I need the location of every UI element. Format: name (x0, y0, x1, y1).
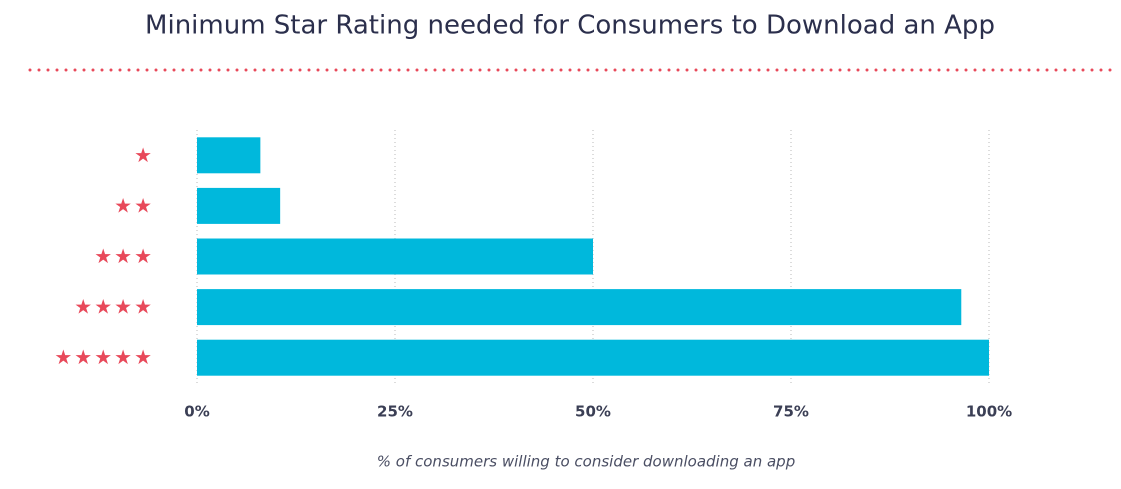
x-tick-label: 0% (184, 403, 209, 421)
x-tick-label: 25% (377, 403, 413, 421)
category-label: ★ (134, 143, 154, 167)
bar (197, 238, 593, 275)
bar (197, 339, 989, 376)
x-tick-label: 100% (966, 403, 1012, 421)
category-label: ★★★ (94, 244, 154, 268)
x-tick-label: 50% (575, 403, 611, 421)
x-axis-label: % of consumers willing to consider downl… (377, 453, 795, 471)
bar (197, 137, 261, 174)
chart-title: Minimum Star Rating needed for Consumers… (145, 11, 995, 41)
bar (197, 289, 962, 326)
x-tick-label: 75% (773, 403, 809, 421)
category-label: ★★ (114, 193, 154, 217)
bar (197, 187, 281, 224)
category-label: ★★★★ (74, 295, 154, 319)
category-label: ★★★★★ (54, 345, 154, 369)
